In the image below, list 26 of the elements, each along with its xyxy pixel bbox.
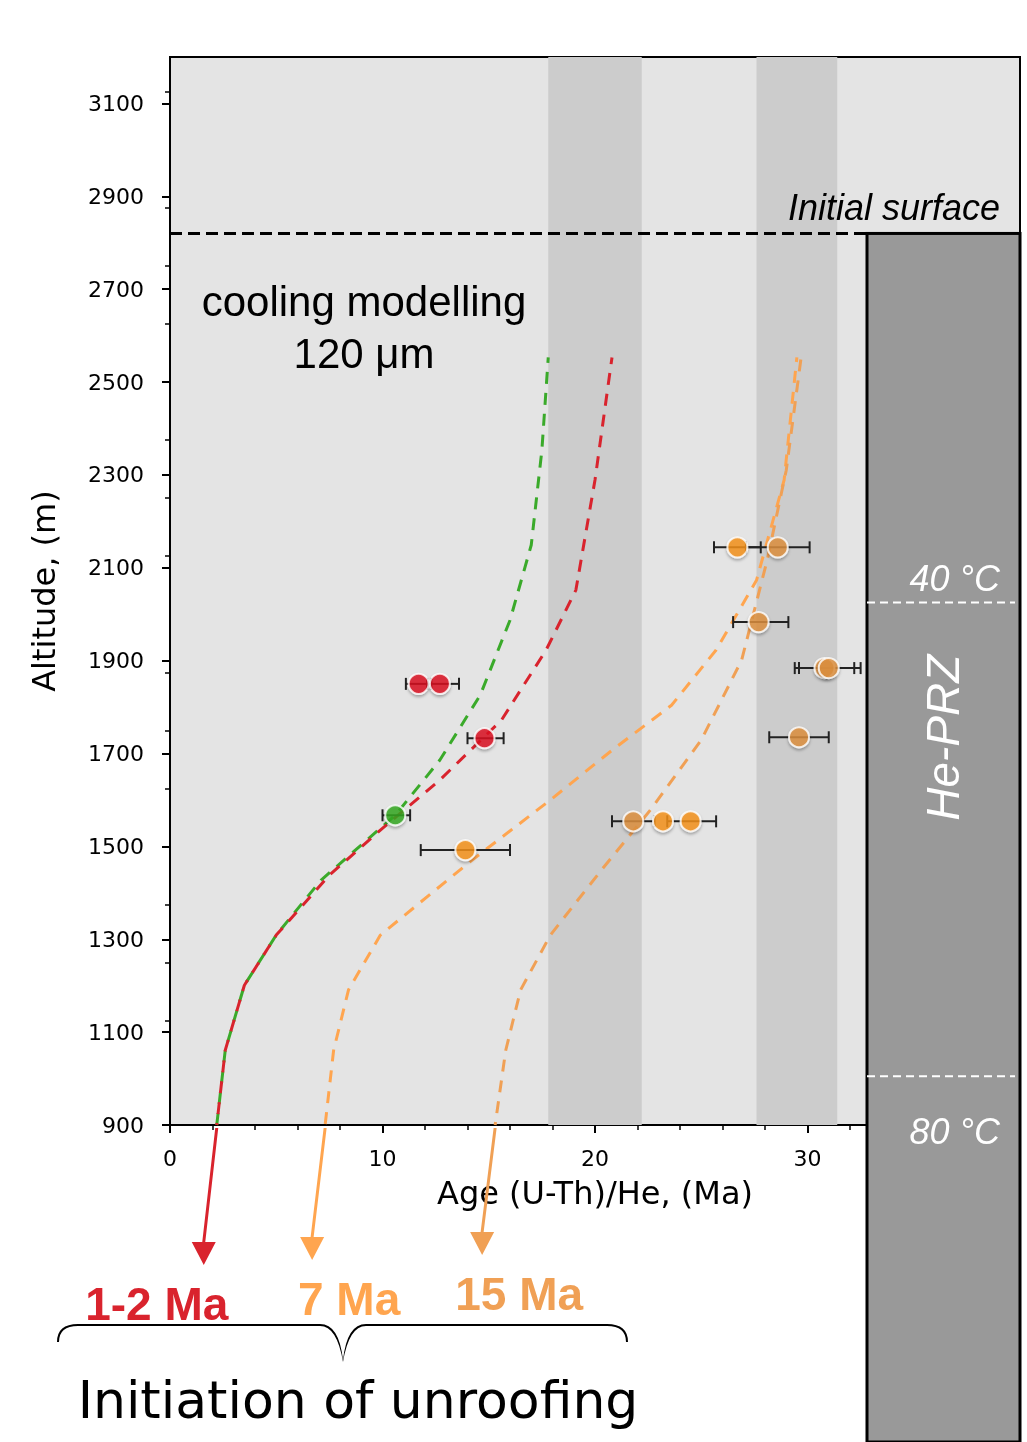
x-tick-label: 30 <box>793 1145 822 1171</box>
band-label: He-PRZ <box>917 652 970 821</box>
annotation: cooling modelling 120 μm <box>201 278 527 377</box>
y-tick-label: 2100 <box>88 555 144 581</box>
text: 15 Ma <box>455 1268 584 1320</box>
y-tick-label: 3100 <box>88 90 144 116</box>
x-tick-label: 10 <box>368 1145 397 1171</box>
y-tick-label: 2500 <box>88 369 144 395</box>
text: 1-2 Ma <box>85 1278 229 1330</box>
text: 7 Ma <box>297 1273 401 1325</box>
y-tick-label: 2900 <box>88 183 144 209</box>
y-tick-label: 1100 <box>88 1019 144 1045</box>
y-tick-label: 900 <box>102 1112 144 1138</box>
y-tick-label: 2700 <box>88 276 144 302</box>
y-tick-label: 2300 <box>88 462 144 488</box>
x-tick-label: 0 <box>163 1145 177 1171</box>
y-tick-label: 1900 <box>88 648 144 674</box>
y-axis-title: Altitude, (m) <box>25 490 63 692</box>
ref-line-label: 80 °C <box>909 1111 1001 1153</box>
ref-line-label: 40 °C <box>909 557 1001 599</box>
x-tick-label: 20 <box>581 1145 609 1171</box>
text: Initiation of unroofing <box>77 1370 639 1430</box>
y-tick-label: 1300 <box>88 926 144 952</box>
ref-line-label: Initial surface <box>787 186 1000 228</box>
y-tick-label: 1700 <box>88 741 144 767</box>
y-tick-label: 1500 <box>88 833 144 859</box>
